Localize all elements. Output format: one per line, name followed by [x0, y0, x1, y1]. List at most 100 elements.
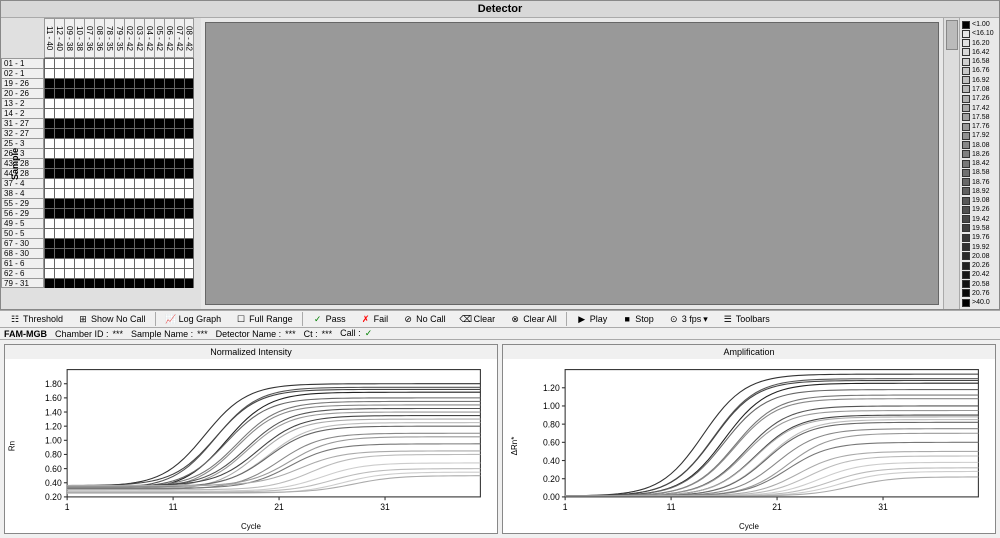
- grid-cell[interactable]: [104, 188, 114, 198]
- grid-cell[interactable]: [114, 58, 124, 68]
- grid-cell[interactable]: [44, 218, 54, 228]
- grid-cell[interactable]: [64, 108, 74, 118]
- stop-button[interactable]: ■ Stop: [616, 311, 659, 327]
- grid-cell[interactable]: [54, 68, 64, 78]
- grid-cell[interactable]: [104, 198, 114, 208]
- grid-cell[interactable]: [44, 138, 54, 148]
- grid-cell[interactable]: [184, 258, 194, 268]
- grid-cell[interactable]: [164, 138, 174, 148]
- row-label[interactable]: 31 - 27: [1, 118, 44, 128]
- grid-cell[interactable]: [174, 228, 184, 238]
- grid-cell[interactable]: [64, 278, 74, 288]
- pass-button[interactable]: ✓ Pass: [307, 311, 351, 327]
- grid-cell[interactable]: [84, 258, 94, 268]
- grid-cell[interactable]: [104, 118, 114, 128]
- grid-cell[interactable]: [94, 178, 104, 188]
- grid-row[interactable]: 56 - 29: [1, 208, 201, 218]
- grid-cell[interactable]: [104, 58, 114, 68]
- grid-row[interactable]: 31 - 27: [1, 118, 201, 128]
- grid-cell[interactable]: [104, 148, 114, 158]
- grid-cell[interactable]: [134, 98, 144, 108]
- grid-cell[interactable]: [184, 268, 194, 278]
- grid-cell[interactable]: [114, 98, 124, 108]
- column-header[interactable]: 04 - 42: [144, 18, 154, 58]
- grid-cell[interactable]: [174, 208, 184, 218]
- grid-cell[interactable]: [104, 158, 114, 168]
- grid-cell[interactable]: [164, 78, 174, 88]
- grid-cell[interactable]: [84, 238, 94, 248]
- grid-cell[interactable]: [74, 118, 84, 128]
- grid-cell[interactable]: [164, 118, 174, 128]
- grid-cell[interactable]: [54, 88, 64, 98]
- column-header[interactable]: 06 - 42: [164, 18, 174, 58]
- grid-cell[interactable]: [84, 78, 94, 88]
- grid-cell[interactable]: [124, 148, 134, 158]
- grid-cell[interactable]: [144, 198, 154, 208]
- grid-cell[interactable]: [44, 118, 54, 128]
- grid-cell[interactable]: [164, 98, 174, 108]
- grid-cell[interactable]: [184, 278, 194, 288]
- grid-cell[interactable]: [84, 168, 94, 178]
- grid-cell[interactable]: [44, 188, 54, 198]
- grid-cell[interactable]: [154, 158, 164, 168]
- grid-cell[interactable]: [154, 58, 164, 68]
- row-label[interactable]: 14 - 2: [1, 108, 44, 118]
- grid-cell[interactable]: [154, 188, 164, 198]
- grid-cell[interactable]: [154, 238, 164, 248]
- grid-rows[interactable]: 01 - 102 - 119 - 2620 - 2613 - 214 - 231…: [1, 58, 201, 309]
- grid-cell[interactable]: [174, 148, 184, 158]
- grid-cell[interactable]: [124, 128, 134, 138]
- column-header[interactable]: 05 - 42: [154, 18, 164, 58]
- grid-cell[interactable]: [174, 138, 184, 148]
- row-label[interactable]: 79 - 31: [1, 278, 44, 288]
- grid-cell[interactable]: [64, 268, 74, 278]
- grid-cell[interactable]: [64, 208, 74, 218]
- grid-cell[interactable]: [94, 98, 104, 108]
- grid-cell[interactable]: [64, 228, 74, 238]
- grid-cell[interactable]: [144, 108, 154, 118]
- grid-cell[interactable]: [54, 78, 64, 88]
- row-label[interactable]: 32 - 27: [1, 128, 44, 138]
- row-label[interactable]: 13 - 2: [1, 98, 44, 108]
- grid-cell[interactable]: [184, 208, 194, 218]
- grid-cell[interactable]: [74, 278, 84, 288]
- row-label[interactable]: 38 - 4: [1, 188, 44, 198]
- grid-row[interactable]: 19 - 26: [1, 78, 201, 88]
- grid-cell[interactable]: [154, 248, 164, 258]
- grid-cell[interactable]: [114, 158, 124, 168]
- row-label[interactable]: 20 - 26: [1, 88, 44, 98]
- grid-cell[interactable]: [124, 188, 134, 198]
- grid-cell[interactable]: [84, 98, 94, 108]
- grid-cell[interactable]: [94, 68, 104, 78]
- grid-cell[interactable]: [114, 218, 124, 228]
- grid-cell[interactable]: [164, 178, 174, 188]
- grid-cell[interactable]: [154, 148, 164, 158]
- grid-cell[interactable]: [124, 78, 134, 88]
- grid-cell[interactable]: [124, 268, 134, 278]
- grid-cell[interactable]: [164, 188, 174, 198]
- grid-row[interactable]: 38 - 4: [1, 188, 201, 198]
- grid-cell[interactable]: [84, 118, 94, 128]
- fps-button[interactable]: ⊙ 3 fps ▾: [663, 311, 713, 327]
- grid-cell[interactable]: [44, 198, 54, 208]
- grid-cell[interactable]: [124, 88, 134, 98]
- grid-cell[interactable]: [104, 258, 114, 268]
- grid-cell[interactable]: [134, 138, 144, 148]
- grid-cell[interactable]: [134, 118, 144, 128]
- grid-cell[interactable]: [94, 168, 104, 178]
- grid-cell[interactable]: [114, 68, 124, 78]
- grid-cell[interactable]: [114, 118, 124, 128]
- grid-cell[interactable]: [64, 148, 74, 158]
- column-header[interactable]: 79 - 35: [114, 18, 124, 58]
- grid-cell[interactable]: [44, 58, 54, 68]
- grid-cell[interactable]: [164, 88, 174, 98]
- grid-cell[interactable]: [84, 88, 94, 98]
- grid-cell[interactable]: [124, 208, 134, 218]
- grid-cell[interactable]: [174, 158, 184, 168]
- grid-cell[interactable]: [64, 88, 74, 98]
- grid-cell[interactable]: [74, 228, 84, 238]
- grid-cell[interactable]: [44, 278, 54, 288]
- grid-cell[interactable]: [134, 208, 144, 218]
- column-header[interactable]: 09 - 38: [64, 18, 74, 58]
- grid-cell[interactable]: [104, 228, 114, 238]
